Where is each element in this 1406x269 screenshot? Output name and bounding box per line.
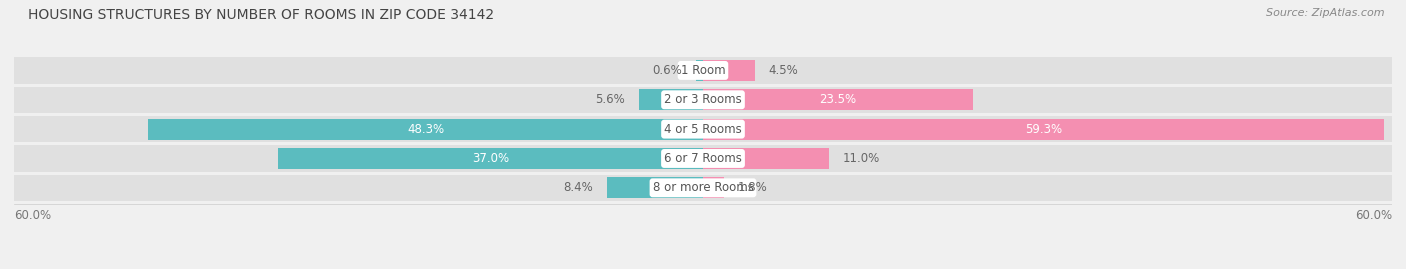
Text: 59.3%: 59.3% xyxy=(1025,123,1062,136)
Bar xyxy=(14,145,1392,172)
Text: 11.0%: 11.0% xyxy=(844,152,880,165)
Text: 60.0%: 60.0% xyxy=(1355,209,1392,222)
Text: 2 or 3 Rooms: 2 or 3 Rooms xyxy=(664,93,742,106)
Bar xyxy=(606,177,703,198)
Bar xyxy=(703,119,1384,140)
Text: 6 or 7 Rooms: 6 or 7 Rooms xyxy=(664,152,742,165)
Bar xyxy=(14,175,1392,201)
Text: 23.5%: 23.5% xyxy=(820,93,856,106)
Text: 8.4%: 8.4% xyxy=(562,181,593,194)
Text: 5.6%: 5.6% xyxy=(595,93,624,106)
Bar xyxy=(14,116,1392,142)
Text: HOUSING STRUCTURES BY NUMBER OF ROOMS IN ZIP CODE 34142: HOUSING STRUCTURES BY NUMBER OF ROOMS IN… xyxy=(28,8,495,22)
Text: Source: ZipAtlas.com: Source: ZipAtlas.com xyxy=(1267,8,1385,18)
Text: 8 or more Rooms: 8 or more Rooms xyxy=(652,181,754,194)
Bar xyxy=(149,119,703,140)
Text: 1 Room: 1 Room xyxy=(681,64,725,77)
Text: 48.3%: 48.3% xyxy=(408,123,444,136)
Text: 60.0%: 60.0% xyxy=(14,209,51,222)
Text: 4 or 5 Rooms: 4 or 5 Rooms xyxy=(664,123,742,136)
Bar xyxy=(703,148,830,169)
Bar xyxy=(14,57,1392,84)
Text: 1.8%: 1.8% xyxy=(738,181,768,194)
Text: 4.5%: 4.5% xyxy=(769,64,799,77)
Bar xyxy=(638,89,703,110)
Bar xyxy=(278,148,703,169)
Bar xyxy=(703,60,755,81)
Text: 37.0%: 37.0% xyxy=(472,152,509,165)
Bar xyxy=(696,60,703,81)
Bar xyxy=(703,89,973,110)
Bar xyxy=(14,87,1392,113)
Bar xyxy=(703,177,724,198)
Text: 0.6%: 0.6% xyxy=(652,64,682,77)
